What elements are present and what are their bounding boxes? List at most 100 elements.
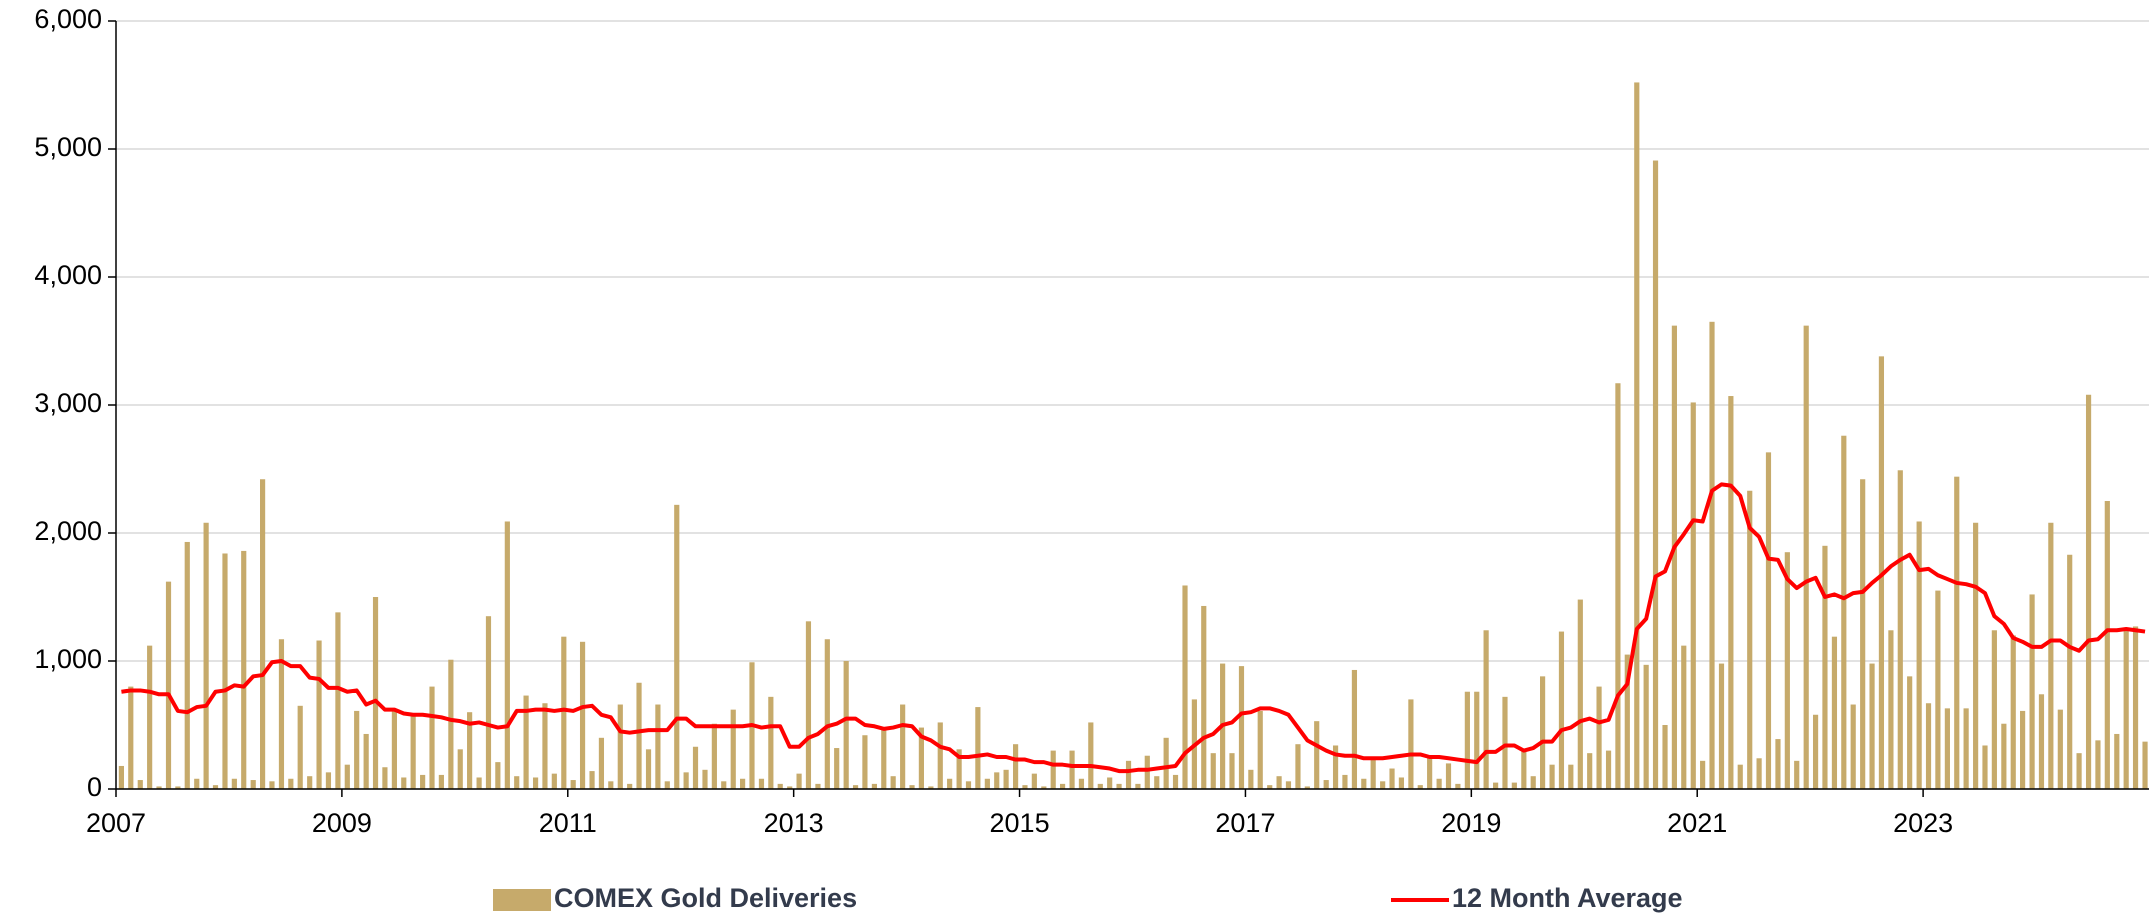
bar bbox=[1332, 745, 1339, 789]
bar bbox=[1634, 82, 1640, 789]
bar bbox=[222, 553, 228, 789]
legend-label: 12 Month Average bbox=[1452, 883, 1683, 913]
bar bbox=[1784, 552, 1790, 789]
bar bbox=[579, 641, 586, 789]
bar bbox=[175, 786, 181, 789]
bar bbox=[1652, 160, 1659, 789]
bar bbox=[561, 636, 567, 789]
bar bbox=[1107, 777, 1113, 789]
bar bbox=[1304, 786, 1310, 789]
bar bbox=[438, 774, 444, 789]
bar bbox=[655, 704, 661, 789]
bar bbox=[1671, 325, 1677, 789]
x-tick-label: 2023 bbox=[1893, 808, 1953, 838]
bar bbox=[1916, 521, 1922, 789]
bar bbox=[128, 686, 134, 789]
bar bbox=[410, 716, 416, 789]
bar bbox=[467, 712, 473, 789]
bar bbox=[420, 774, 426, 789]
bar bbox=[1737, 764, 1743, 789]
bar bbox=[1954, 476, 1960, 789]
bar bbox=[758, 778, 765, 789]
bar bbox=[598, 737, 605, 789]
bar bbox=[1163, 737, 1169, 789]
bar bbox=[1822, 545, 1828, 789]
bar bbox=[617, 704, 623, 789]
bar bbox=[241, 550, 247, 789]
bar bbox=[1662, 725, 1668, 789]
bar bbox=[2123, 629, 2129, 789]
bar bbox=[730, 709, 736, 789]
bar bbox=[1944, 708, 1950, 789]
bar bbox=[1775, 739, 1781, 789]
bar bbox=[1031, 773, 1037, 789]
bar bbox=[2076, 753, 2082, 789]
legend: COMEX Gold Deliveries 12 Month Average bbox=[493, 883, 1683, 913]
bar bbox=[278, 639, 285, 789]
bar bbox=[1257, 710, 1263, 789]
grid bbox=[116, 20, 2149, 790]
y-tick-label: 3,000 bbox=[34, 388, 102, 418]
bar bbox=[1088, 722, 1094, 789]
bar bbox=[2142, 741, 2148, 789]
bar bbox=[184, 541, 190, 789]
bar bbox=[1493, 782, 1499, 789]
bar bbox=[1417, 785, 1423, 789]
bar bbox=[834, 748, 840, 789]
bar bbox=[523, 695, 529, 789]
bar bbox=[1794, 760, 1800, 789]
bar bbox=[721, 781, 727, 789]
bar bbox=[1812, 714, 1819, 789]
bar bbox=[1925, 703, 1932, 789]
bar bbox=[1154, 776, 1160, 789]
bar bbox=[1285, 781, 1292, 789]
bar bbox=[1267, 785, 1273, 789]
bar bbox=[118, 765, 125, 789]
x-tick-label: 2007 bbox=[86, 808, 146, 838]
bar bbox=[636, 682, 642, 789]
bar bbox=[288, 778, 294, 789]
bar bbox=[683, 772, 689, 789]
bar bbox=[1182, 585, 1188, 789]
bar bbox=[918, 727, 924, 789]
bar bbox=[448, 659, 454, 789]
bar bbox=[1248, 769, 1254, 789]
bar bbox=[1229, 753, 1235, 789]
bar bbox=[740, 778, 746, 789]
bar bbox=[1700, 760, 1706, 789]
bar bbox=[1125, 760, 1132, 789]
bar bbox=[325, 772, 332, 789]
bar bbox=[1342, 774, 1348, 789]
bar bbox=[937, 722, 943, 789]
bar bbox=[1351, 669, 1358, 789]
bar bbox=[1361, 778, 1367, 789]
bar bbox=[495, 762, 501, 789]
bar bbox=[1172, 774, 1179, 789]
bar bbox=[1963, 708, 1969, 789]
bar bbox=[645, 749, 652, 789]
bar bbox=[805, 621, 812, 789]
bar bbox=[391, 709, 397, 789]
bar bbox=[956, 749, 962, 789]
bar bbox=[1540, 676, 1546, 789]
bar bbox=[777, 783, 783, 789]
bar bbox=[1756, 758, 1762, 789]
bar bbox=[1210, 753, 1216, 789]
bar bbox=[1690, 402, 1696, 789]
bar bbox=[1888, 630, 1894, 789]
bar bbox=[1135, 783, 1141, 789]
x-tick-label: 2013 bbox=[764, 808, 824, 838]
bar bbox=[947, 778, 953, 789]
bar bbox=[156, 786, 162, 789]
bar bbox=[711, 723, 717, 789]
bar bbox=[1615, 383, 1621, 789]
bar bbox=[260, 479, 266, 789]
bar bbox=[532, 777, 539, 789]
bar bbox=[1295, 744, 1301, 789]
bar bbox=[994, 772, 1000, 789]
bar bbox=[401, 777, 407, 789]
bar bbox=[928, 786, 934, 789]
bar bbox=[824, 639, 830, 789]
bar bbox=[2095, 740, 2101, 789]
bar bbox=[1869, 663, 1875, 789]
